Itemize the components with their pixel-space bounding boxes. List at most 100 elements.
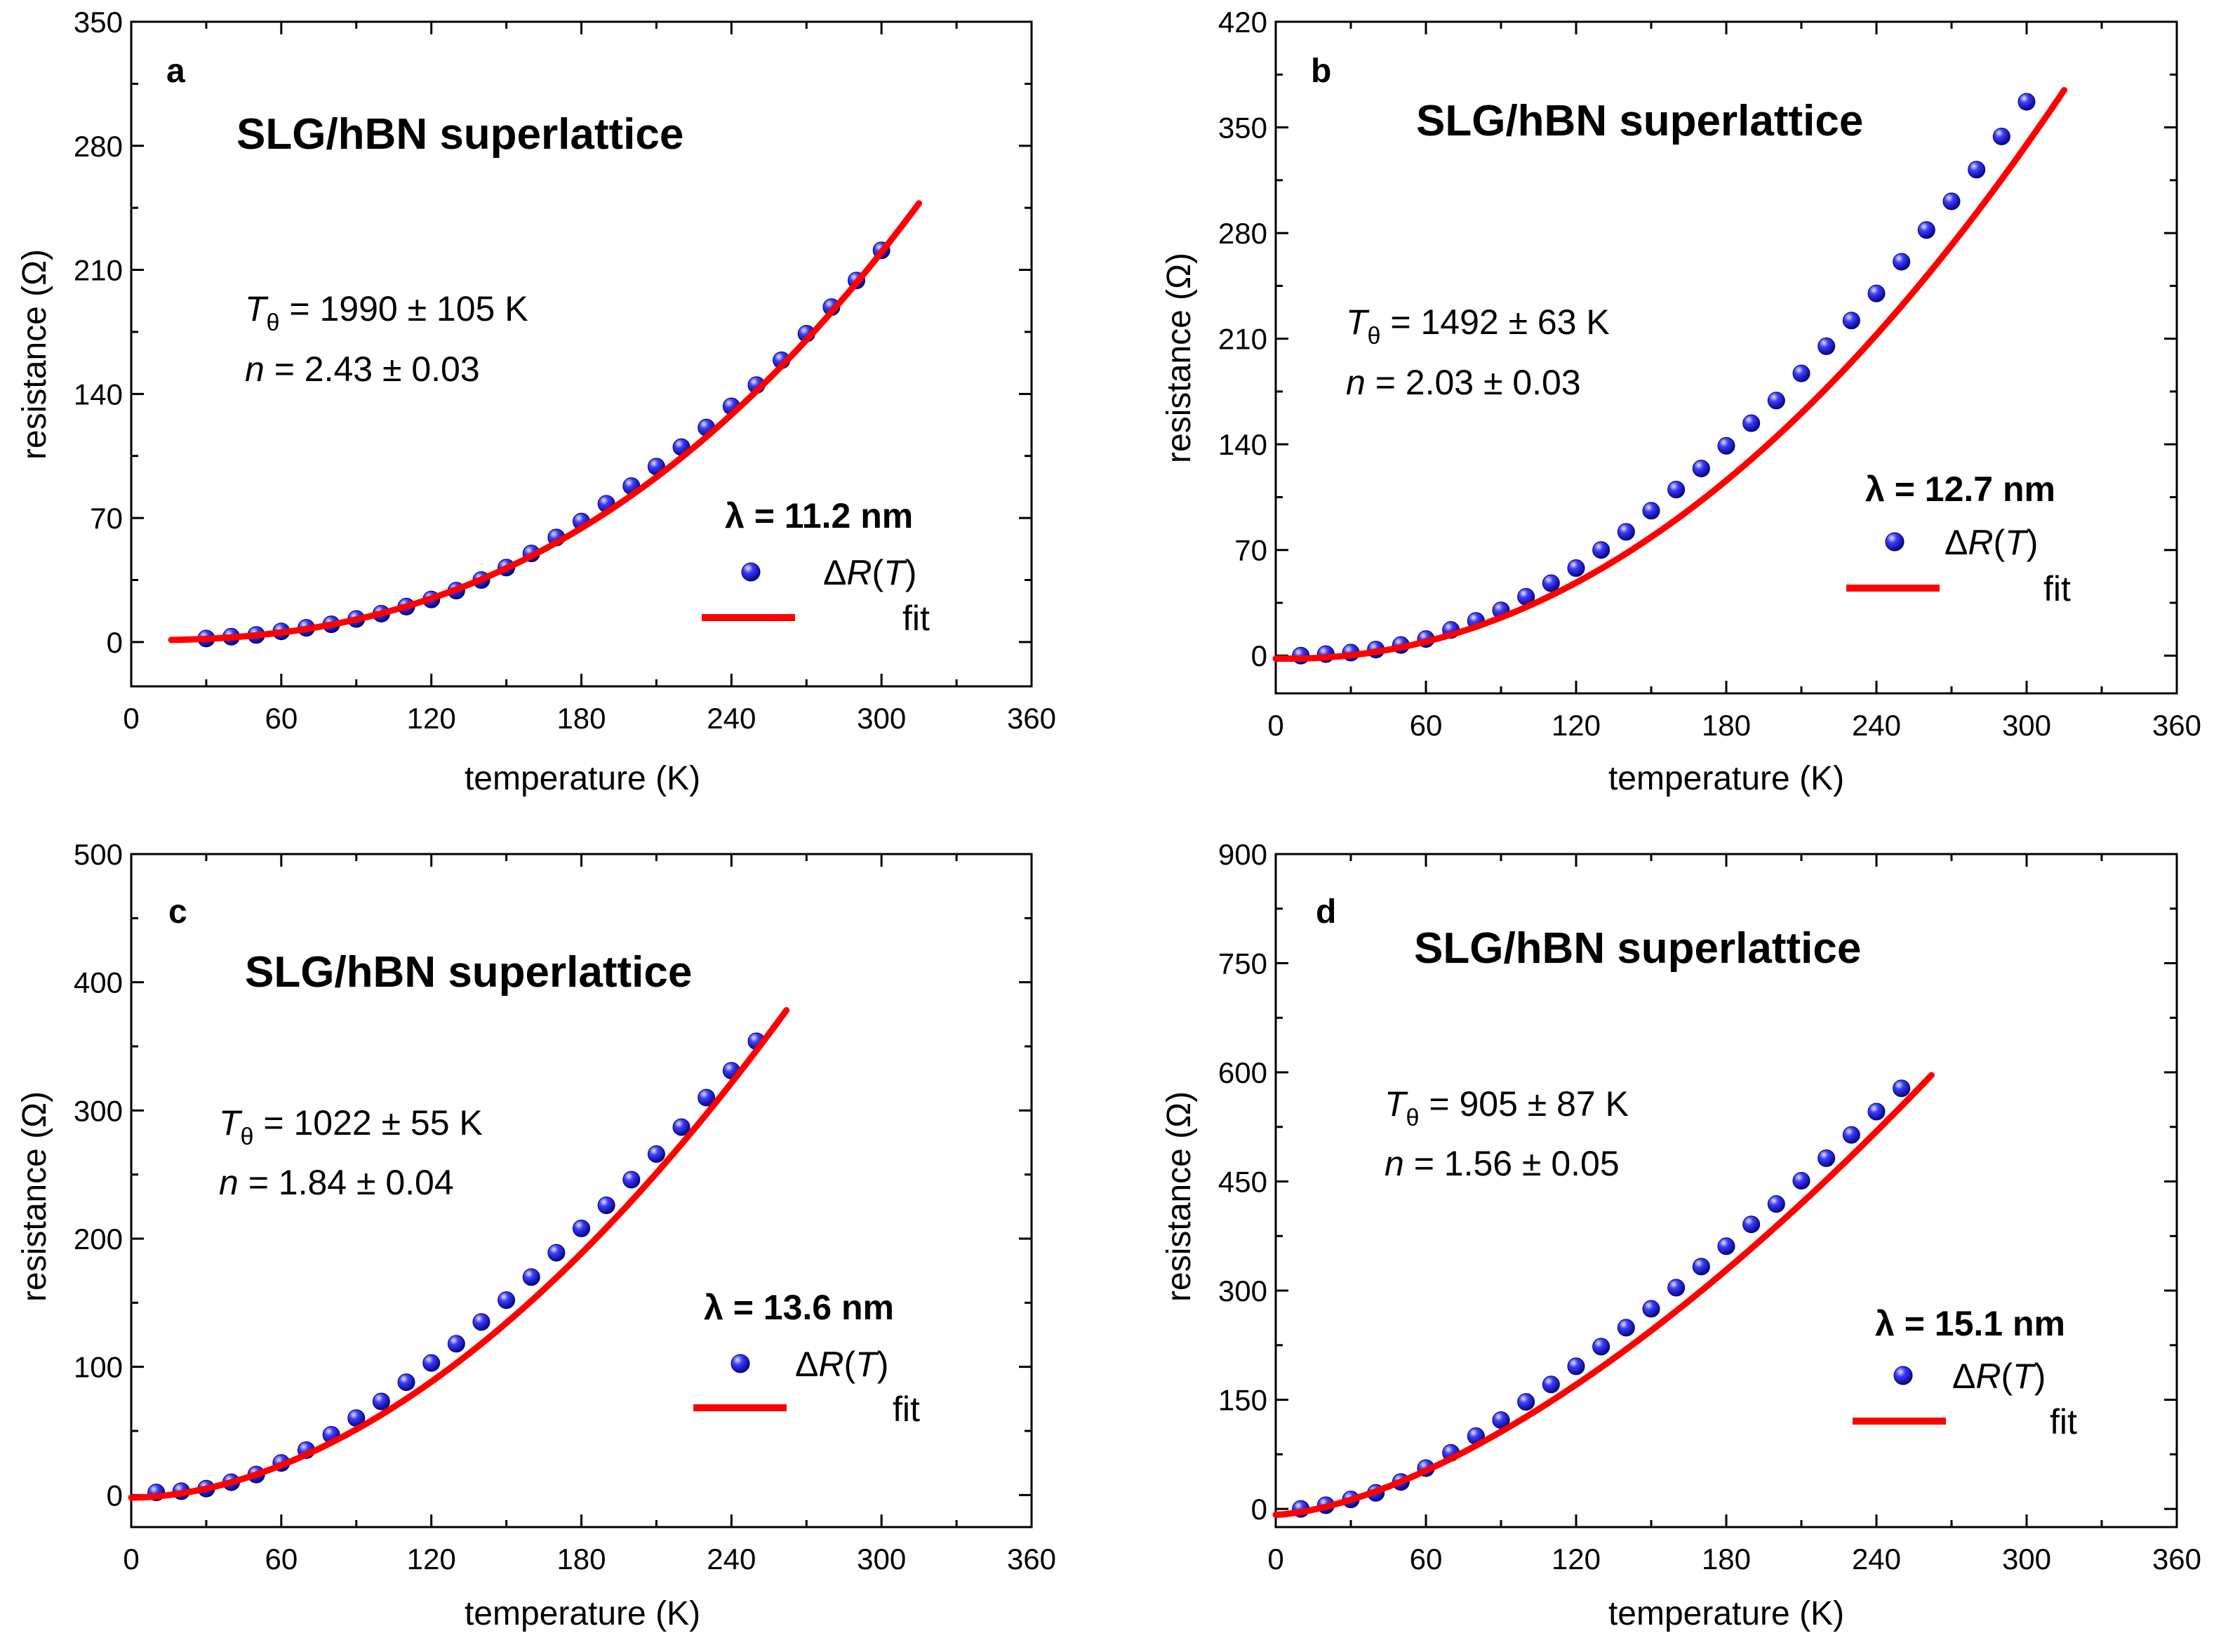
- data-point: [1917, 221, 1935, 239]
- panel-title: SLG/hBN superlattice: [1416, 97, 1863, 145]
- y-tick-label: 200: [74, 1223, 123, 1255]
- data-layer: [1272, 1072, 1935, 1518]
- legend-marker-icon: [731, 1354, 750, 1373]
- temperature-parameter: Tθ = 1492 ± 63 K: [1346, 302, 1610, 349]
- panel-letter: c: [168, 893, 187, 931]
- data-point: [1567, 559, 1585, 578]
- y-tick-label: 600: [1218, 1056, 1267, 1089]
- data-point: [597, 1197, 615, 1215]
- x-tick-label: 360: [1007, 702, 1056, 735]
- data-point: [698, 1088, 716, 1107]
- panel-title: SLG/hBN superlattice: [236, 110, 683, 159]
- legend-marker-label: ΔR(T): [1952, 1357, 2046, 1396]
- y-tick-label: 140: [1218, 428, 1267, 461]
- y-tick-label: 140: [74, 378, 123, 411]
- data-point: [1567, 1357, 1585, 1375]
- data-point: [1792, 1172, 1810, 1190]
- y-tick-label: 100: [74, 1351, 123, 1384]
- data-point: [1692, 460, 1710, 478]
- data-point: [622, 1171, 641, 1189]
- y-tick-label: 350: [74, 6, 123, 39]
- x-tick-label: 60: [1410, 709, 1443, 742]
- data-point: [1542, 1375, 1560, 1394]
- x-tick-label: 360: [1007, 1543, 1056, 1576]
- temperature-parameter: Tθ = 905 ± 87 K: [1385, 1084, 1629, 1131]
- y-tick-label: 280: [1218, 217, 1267, 250]
- data-point: [1642, 502, 1660, 520]
- x-tick-label: 240: [1852, 1543, 1901, 1576]
- y-tick-label: 750: [1218, 947, 1267, 980]
- legend-marker-label: ΔR(T): [823, 553, 916, 592]
- data-point: [1692, 1258, 1710, 1276]
- y-tick-label: 0: [1251, 1493, 1267, 1526]
- data-point: [522, 1268, 540, 1286]
- x-axis-label: temperature (K): [465, 1595, 700, 1632]
- y-tick-label: 350: [1218, 112, 1267, 145]
- x-tick-label: 0: [123, 1543, 139, 1576]
- x-tick-label: 120: [407, 1543, 456, 1576]
- y-tick-label: 210: [1218, 323, 1267, 356]
- data-point: [1767, 1195, 1785, 1213]
- legend-fit-label: fit: [2050, 1402, 2077, 1441]
- exponent-parameter: n = 1.56 ± 0.05: [1385, 1144, 1620, 1183]
- data-point: [1742, 414, 1761, 432]
- data-point: [573, 1219, 590, 1237]
- x-tick-label: 60: [265, 1543, 298, 1576]
- data-point: [1717, 1237, 1735, 1255]
- data-point: [397, 1373, 415, 1392]
- x-tick-label: 180: [1702, 709, 1751, 742]
- legend-marker-icon: [741, 562, 761, 582]
- y-axis-label: resistance (Ω): [1161, 1091, 1198, 1302]
- y-tick-label: 400: [74, 966, 123, 999]
- y-tick-label: 0: [107, 626, 123, 659]
- y-axis-label: resistance (Ω): [16, 1091, 53, 1302]
- data-point: [1592, 1338, 1610, 1356]
- data-point: [1642, 1300, 1660, 1318]
- x-tick-label: 0: [1267, 709, 1283, 742]
- data-layer: [168, 200, 923, 648]
- y-tick-label: 150: [1218, 1384, 1267, 1417]
- y-tick-label: 70: [90, 502, 123, 535]
- data-point: [1842, 1126, 1860, 1144]
- x-tick-label: 240: [707, 702, 756, 735]
- legend-title: λ = 12.7 nm: [1865, 469, 2055, 509]
- panel-b: 0 60 120 180 240 300 360 0 70 140 210 280 350 420 b S…: [1161, 6, 2201, 797]
- data-point: [1968, 161, 1986, 179]
- data-point: [647, 1145, 665, 1163]
- y-tick-label: 500: [74, 838, 123, 871]
- x-axis-label: temperature (K): [1608, 760, 1844, 797]
- data-point: [1818, 337, 1836, 355]
- x-tick-label: 0: [1267, 1543, 1283, 1576]
- x-tick-label: 180: [556, 1543, 606, 1576]
- x-tick-label: 360: [2152, 1543, 2201, 1576]
- axis-ticks: 0 60 120 180 240 300 360 0 70 140 210 280 350 420: [1218, 6, 2201, 742]
- axis-ticks: 0 60 120 180 240 300 360 0 100 200 300 400 500: [74, 838, 1056, 1576]
- legend-fit-label: fit: [893, 1390, 920, 1429]
- x-tick-label: 300: [2002, 709, 2051, 742]
- exponent-parameter: n = 2.03 ± 0.03: [1346, 363, 1581, 402]
- data-point: [1792, 364, 1810, 382]
- data-point: [372, 1392, 390, 1411]
- x-tick-label: 240: [1852, 709, 1901, 742]
- x-tick-label: 300: [2002, 1543, 2051, 1576]
- x-tick-label: 120: [1552, 1543, 1601, 1576]
- axis-ticks: 0 60 120 180 240 300 360 0 150 300 450 600 750 900: [1218, 838, 2201, 1576]
- x-tick-label: 180: [556, 702, 606, 735]
- data-point: [1617, 523, 1635, 541]
- legend-fit-label: fit: [2043, 569, 2071, 608]
- legend-marker-icon: [1885, 532, 1905, 552]
- panel-letter: b: [1311, 53, 1331, 90]
- y-tick-label: 300: [74, 1094, 123, 1127]
- data-point: [472, 1313, 491, 1331]
- legend-title: λ = 15.1 nm: [1875, 1304, 2065, 1343]
- exponent-parameter: n = 1.84 ± 0.04: [219, 1163, 454, 1202]
- panel-a: 0 60 120 180 240 300 360 0 70 140 210 280 350 a SLG/…: [16, 6, 1056, 797]
- y-tick-label: 70: [1234, 534, 1267, 567]
- x-tick-label: 300: [857, 1543, 906, 1576]
- data-point: [547, 1244, 566, 1262]
- data-point: [1942, 192, 1961, 211]
- y-tick-label: 0: [107, 1479, 123, 1512]
- data-point: [422, 1354, 441, 1372]
- legend-marker-label: ΔR(T): [1945, 523, 2038, 562]
